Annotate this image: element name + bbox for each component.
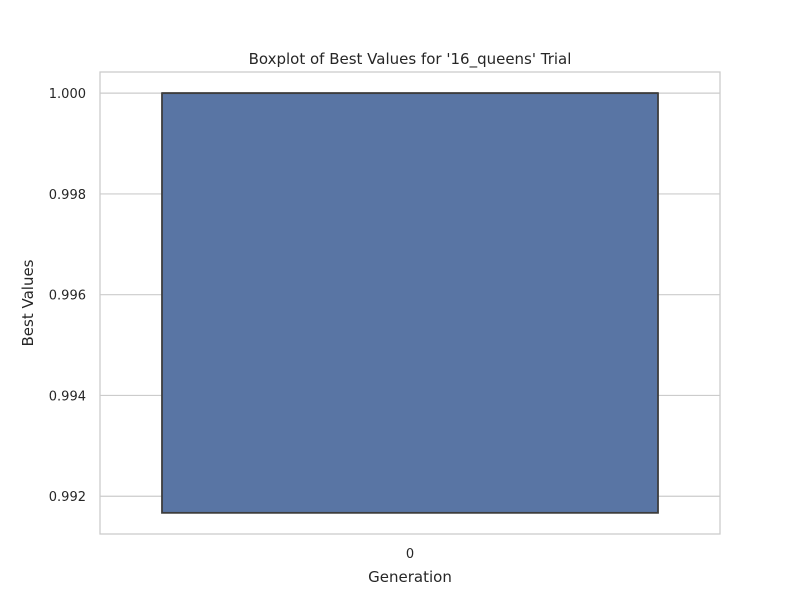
boxes [161,92,659,514]
y-tick-label: 0.996 [49,289,86,304]
chart-title: Boxplot of Best Values for '16_queens' T… [249,50,572,69]
y-tick-label: 1.000 [49,87,86,102]
x-axis-label: Generation [368,568,452,586]
y-tick-label: 0.994 [49,389,86,404]
y-tick-label: 0.998 [49,188,86,203]
x-tick-label: 0 [406,547,414,562]
y-tick-label: 0.992 [49,490,86,505]
y-ticks: 0.992 0.994 0.996 0.998 1.000 [49,87,86,505]
x-ticks: 0 [406,547,414,562]
plot-frame [99,71,721,535]
y-axis-label: Best Values [19,259,37,346]
box [161,92,659,514]
